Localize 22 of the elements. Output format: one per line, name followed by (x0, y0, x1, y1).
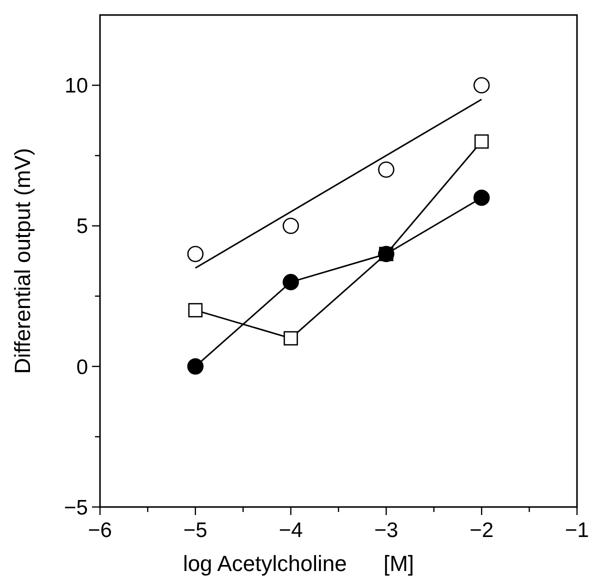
point (378, 161, 394, 178)
y-tick-label: 0 (76, 356, 88, 379)
point (188, 303, 203, 318)
x-tick-label: −4 (278, 519, 304, 542)
point (187, 246, 204, 262)
point (473, 77, 490, 94)
y-tick-label: −5 (64, 496, 88, 520)
point (474, 134, 489, 149)
point (187, 358, 204, 375)
x-tick-label: −5 (183, 519, 208, 542)
x-tick-label: −1 (565, 519, 589, 542)
point (473, 190, 490, 206)
y-tick-label: 10 (64, 74, 88, 98)
x-tick-label: −2 (470, 519, 494, 542)
point (282, 218, 299, 234)
y-tick-label: 5 (76, 215, 88, 238)
x-axis-title: log Acetylcholine [M] (182, 551, 414, 576)
x-tick-label: −3 (374, 519, 398, 542)
x-tick-label: −6 (88, 519, 112, 542)
point (284, 331, 298, 346)
y-axis-title: Differential output (mV) (10, 148, 35, 374)
point (282, 274, 299, 290)
